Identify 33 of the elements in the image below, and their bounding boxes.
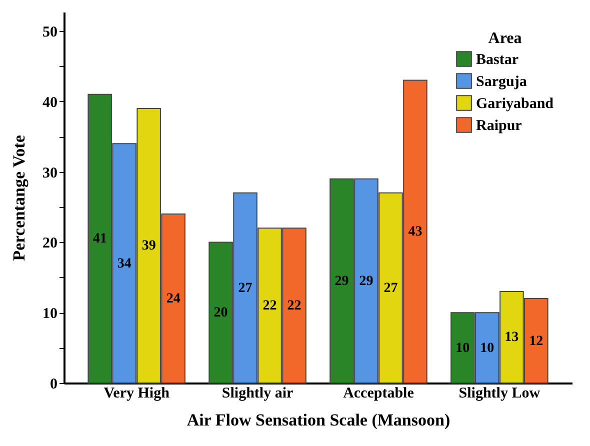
data-label: 13	[504, 330, 519, 346]
x-axis-title: Air Flow Sensation Scale (Mansoon)	[186, 410, 450, 430]
y-tick-label: 20	[42, 236, 58, 252]
x-tick-label: Acceptable	[343, 386, 414, 402]
data-label: 22	[262, 298, 277, 314]
data-label: 27	[384, 280, 398, 296]
data-label: 41	[92, 232, 107, 247]
data-label: 20	[214, 306, 228, 321]
data-label: 12	[529, 334, 544, 349]
y-tick-label: 40	[42, 94, 58, 111]
y-tick-label: 0	[50, 376, 58, 392]
x-tick-label: Slightly Low	[458, 386, 540, 402]
data-label: 10	[480, 340, 494, 356]
x-tick-label: Slightly air	[222, 386, 294, 402]
legend-label: Raipur	[476, 118, 522, 134]
data-label: 22	[287, 298, 302, 314]
legend-label: Bastar	[476, 52, 519, 68]
data-label: 34	[117, 256, 132, 272]
legend-title: Area	[488, 30, 522, 47]
data-label: 43	[408, 224, 422, 240]
data-label: 39	[142, 238, 156, 254]
x-tick-label: Very High	[104, 386, 170, 402]
y-tick-label: 30	[42, 165, 58, 182]
data-label: 27	[238, 280, 252, 296]
data-label: 29	[334, 274, 349, 289]
y-axis-title: Percentange Vote	[10, 134, 28, 261]
y-tick-label: 50	[42, 24, 58, 41]
data-label: 10	[456, 340, 470, 356]
y-tick-label: 10	[42, 306, 58, 322]
data-label: 24	[166, 292, 180, 307]
data-label: 29	[359, 274, 374, 289]
legend-label: Gariyaband	[476, 96, 554, 112]
legend-label: Sarguja	[476, 74, 528, 90]
